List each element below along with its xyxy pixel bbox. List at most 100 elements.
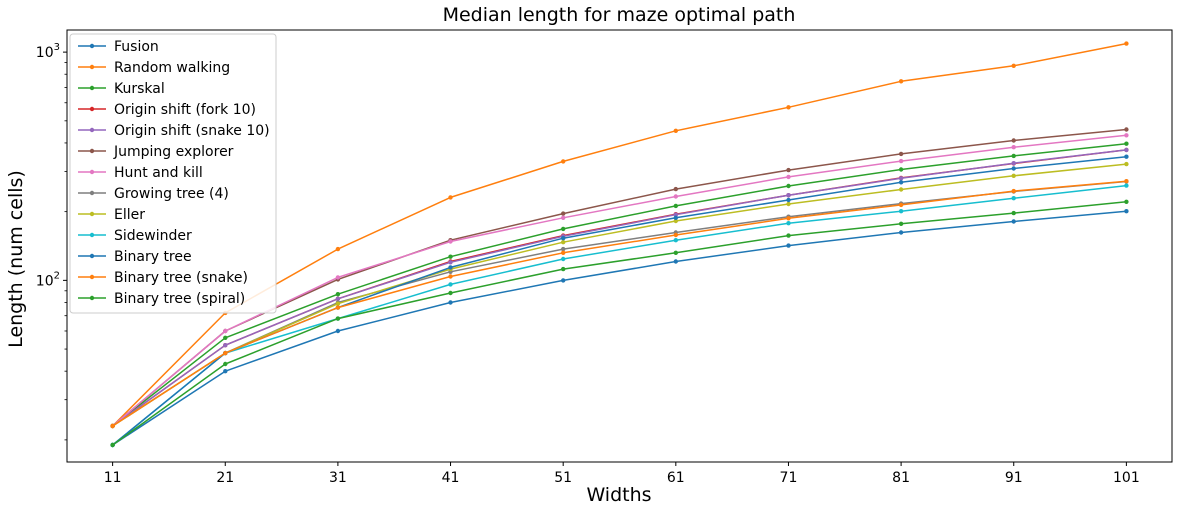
data-point [335, 296, 341, 301]
data-point [673, 128, 678, 133]
legend-label: Kurskal [114, 81, 165, 97]
data-point [561, 250, 566, 255]
data-point [223, 369, 228, 374]
data-point [898, 151, 904, 157]
data-point [786, 243, 791, 248]
legend-label: Binary tree (snake) [114, 270, 248, 286]
data-point [335, 301, 341, 306]
legend: Fusion Random walking Kurskal Origin shift … [69, 33, 277, 314]
data-point [786, 233, 791, 238]
data-point [1011, 188, 1016, 194]
data-point [898, 176, 904, 181]
series-line [112, 42, 1127, 427]
series-line [112, 128, 1127, 427]
data-point [110, 442, 115, 448]
data-point [335, 246, 341, 252]
data-point [561, 226, 566, 232]
data-point [1124, 133, 1129, 138]
plot-frame [66, 29, 1173, 463]
y-axis-title: Length (num cells) [5, 170, 27, 348]
data-point [335, 275, 341, 280]
data-point [786, 167, 791, 173]
data-point [561, 246, 566, 252]
legend-item-kurskal: Kurskal [78, 81, 165, 97]
series-line [112, 163, 1127, 427]
data-point [335, 316, 341, 321]
y-tick-label: 102 [36, 270, 60, 289]
series-binary-tree-spiral [110, 199, 1129, 448]
data-point [1124, 141, 1129, 146]
legend-item-binary-tree-spiral: Binary tree (spiral) [78, 291, 245, 307]
data-point [335, 292, 341, 297]
legend-label: Fusion [114, 39, 159, 55]
series-line [112, 180, 1127, 427]
legend-item-hunt-and-kill: Hunt and kill [78, 165, 203, 181]
data-point [898, 209, 904, 214]
legend-marker [89, 211, 95, 217]
data-point [110, 423, 115, 429]
legend-item-binary-tree: Binary tree [78, 249, 192, 265]
data-point [448, 239, 453, 244]
data-point [1011, 63, 1016, 68]
data-point [1011, 173, 1016, 178]
data-point [223, 335, 228, 340]
legend-label: Hunt and kill [114, 165, 203, 181]
data-point [1011, 166, 1016, 171]
series-fusion [110, 209, 1129, 448]
data-point [561, 159, 566, 164]
data-point [335, 328, 341, 334]
legend-label: Growing tree (4) [114, 186, 229, 202]
data-point [1124, 127, 1129, 132]
data-point [223, 343, 228, 348]
data-point [898, 79, 904, 84]
series-binary-tree-snake [110, 179, 1129, 429]
data-point [898, 158, 904, 164]
data-point [1124, 209, 1129, 214]
data-point [673, 259, 678, 264]
data-point [1124, 147, 1129, 153]
x-tick-label: 101 [1113, 470, 1140, 486]
legend-item-origin-shift-fork-10: Origin shift (fork 10) [78, 102, 256, 118]
series-random-walking [110, 41, 1129, 429]
data-point [673, 250, 678, 255]
legend-label: Jumping explorer [113, 144, 234, 160]
data-point [561, 256, 566, 262]
series-line [112, 184, 1127, 446]
data-point [1124, 199, 1129, 204]
data-point [448, 195, 453, 200]
legend-marker [89, 190, 95, 196]
y-tick-label: 103 [36, 42, 60, 61]
x-tick-label: 61 [667, 470, 685, 486]
legend-item-fusion: Fusion [78, 39, 159, 55]
data-point [561, 240, 566, 245]
data-point [448, 300, 453, 305]
data-point [1011, 196, 1016, 201]
data-point [1011, 210, 1016, 216]
legend-label: Random walking [114, 60, 230, 76]
legend-box [69, 33, 277, 314]
data-point [673, 203, 678, 209]
legend-marker [89, 85, 95, 91]
data-point [786, 221, 791, 226]
x-axis-title: Widths [586, 484, 651, 506]
data-point [786, 105, 791, 110]
x-tick-label: 41 [442, 470, 460, 486]
data-point [561, 266, 566, 272]
data-point [335, 305, 341, 310]
legend-marker [89, 232, 95, 238]
series-hunt-and-kill [110, 133, 1129, 429]
series-line [112, 201, 1127, 446]
data-point [1011, 219, 1016, 224]
legend-marker [89, 106, 95, 112]
legend-label: Origin shift (snake 10) [114, 123, 270, 139]
legend-item-sidewinder: Sidewinder [78, 228, 192, 244]
axes: 11 21 31 41 51 61 71 81 91 101 102 103 [36, 29, 1173, 486]
legend-item-binary-tree-snake: Binary tree (snake) [78, 270, 248, 286]
data-point [448, 274, 453, 279]
x-tick-label: 21 [216, 470, 234, 486]
data-point [1124, 179, 1129, 184]
data-point [898, 221, 904, 226]
x-tick-label: 71 [780, 470, 798, 486]
data-point [673, 194, 678, 199]
legend-marker [89, 253, 95, 259]
